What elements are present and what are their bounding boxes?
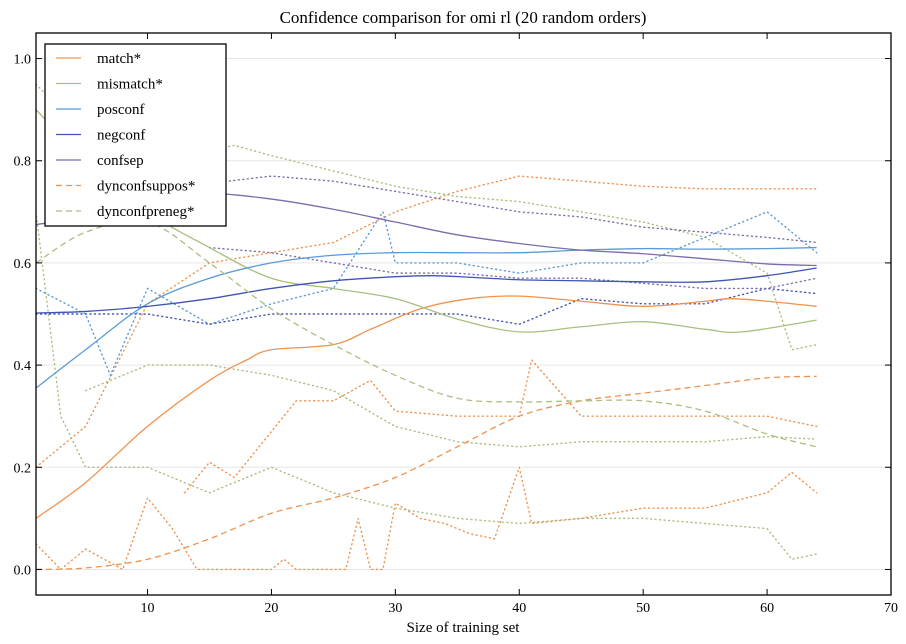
dotted-range-line-match bbox=[36, 464, 818, 571]
series-line-posconf bbox=[36, 246, 817, 389]
dotted-range-line-mismatch bbox=[84, 364, 818, 448]
series-line-negconf bbox=[36, 267, 817, 314]
x-tick-label: 40 bbox=[512, 601, 526, 616]
legend-label: mismatch* bbox=[97, 77, 163, 93]
legend-label: negconf bbox=[97, 128, 145, 144]
plot-frame bbox=[35, 32, 892, 596]
series-line-dynconfsuppos bbox=[36, 375, 817, 571]
x-tick-label: 70 bbox=[884, 601, 898, 616]
legend: match* mismatch* posconf negconf confsep dync… bbox=[44, 43, 227, 227]
series-line-match bbox=[36, 295, 817, 519]
x-axis-label: Size of training set bbox=[407, 620, 521, 636]
x-tick-label: 50 bbox=[636, 601, 650, 616]
x-tick-label: 30 bbox=[388, 601, 402, 616]
dotted-range-line-confsep bbox=[208, 246, 818, 290]
y-tick-label: 0.0 bbox=[14, 563, 32, 578]
y-tick-label: 0.6 bbox=[14, 257, 32, 272]
x-tick-label: 20 bbox=[264, 601, 278, 616]
y-tick-label: 0.8 bbox=[14, 155, 32, 170]
dotted-range-line-posconf bbox=[36, 210, 818, 378]
legend-label: dynconfpreneg* bbox=[97, 204, 194, 220]
dotted-range-line-confsep bbox=[183, 175, 818, 244]
dotted-range-line-mismatch bbox=[36, 211, 818, 561]
legend-label: dynconfsuppos* bbox=[97, 179, 195, 195]
dotted-range-line-mismatch bbox=[36, 83, 818, 351]
series-line-dynconfpreneg bbox=[36, 219, 817, 448]
x-tick-label: 10 bbox=[141, 601, 155, 616]
legend-label: confsep bbox=[97, 153, 144, 169]
dotted-range-line-match bbox=[183, 358, 818, 494]
y-tick-label: 0.4 bbox=[14, 359, 32, 374]
legend-label: match* bbox=[97, 51, 141, 67]
x-tick-label: 60 bbox=[760, 601, 774, 616]
legend-label: posconf bbox=[97, 102, 145, 118]
y-tick-label: 0.2 bbox=[14, 461, 32, 476]
chart-title: Confidence comparison for omi rl (20 ran… bbox=[280, 8, 647, 27]
y-tick-label: 1.0 bbox=[14, 53, 32, 68]
dotted-range-line-negconf bbox=[36, 287, 818, 325]
dotted-range-line-match bbox=[36, 175, 818, 468]
